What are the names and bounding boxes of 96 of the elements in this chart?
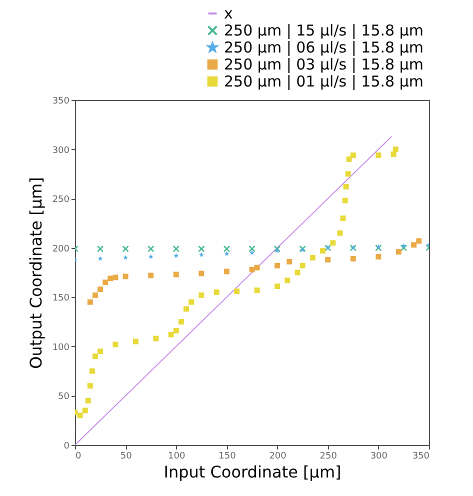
point [274, 284, 280, 290]
point [132, 338, 138, 344]
point [286, 258, 292, 264]
point [401, 243, 406, 248]
y-tick-label: 150 [52, 294, 70, 304]
x-tick-label: 150 [218, 452, 236, 462]
point [346, 156, 352, 162]
point [337, 230, 343, 236]
point [172, 245, 180, 252]
point [274, 245, 281, 252]
point [342, 198, 348, 204]
point [300, 262, 306, 268]
point [98, 256, 103, 261]
point [173, 272, 179, 278]
point [376, 254, 382, 260]
point [188, 299, 194, 305]
point [178, 319, 184, 325]
point [214, 289, 220, 295]
y-axis-title: Output Coordinate [µm] [26, 177, 46, 369]
point [92, 354, 98, 360]
y-tick-label: 300 [52, 146, 70, 156]
x-tick-label: 0 [76, 452, 82, 462]
x-tick-label: 200 [269, 452, 287, 462]
point [274, 248, 280, 254]
y-tick-label: 250 [52, 195, 70, 206]
point [87, 383, 93, 389]
legend-label: x [224, 4, 233, 22]
point [330, 240, 336, 246]
legend-label: 250 µm | 15 µl/s | 15.8 µm [224, 22, 424, 40]
x-tick-label: 350 [412, 452, 430, 462]
point [224, 251, 230, 256]
x-tick-label: 100 [168, 452, 186, 462]
point [148, 254, 154, 259]
point [249, 266, 255, 272]
point [345, 171, 351, 177]
point [254, 288, 260, 293]
point [254, 264, 260, 270]
point [224, 268, 230, 274]
point [396, 249, 402, 255]
point [411, 242, 417, 248]
point [284, 278, 290, 284]
point [102, 280, 108, 286]
point [376, 152, 382, 158]
point [416, 238, 422, 244]
point [310, 254, 316, 260]
point [274, 262, 280, 268]
point [223, 245, 230, 252]
point [340, 216, 346, 222]
point [198, 252, 204, 257]
point [198, 292, 204, 298]
point [198, 245, 205, 252]
point [173, 328, 179, 334]
y-tick-label: 350 [52, 96, 70, 106]
point [147, 245, 154, 252]
point [108, 276, 114, 282]
point [148, 272, 154, 278]
point [122, 245, 129, 252]
y-tick-label: 100 [52, 342, 70, 353]
x-tick-label: 250 [320, 452, 338, 462]
point [294, 270, 300, 276]
point [350, 256, 356, 262]
point [153, 336, 159, 342]
point [168, 332, 174, 338]
point [98, 286, 104, 292]
point [89, 368, 95, 374]
legend-label: 250 µm | 01 µl/s | 15.8 µm [224, 72, 424, 90]
y-tick-label: 200 [52, 244, 70, 254]
point [98, 348, 104, 354]
point [85, 398, 91, 404]
x-tick-label: 50 [120, 452, 132, 462]
legend-label: 250 µm | 03 µl/s | 15.8 µm [224, 56, 424, 74]
point [400, 244, 408, 252]
point [234, 288, 240, 294]
x-axis-title: Input Coordinate [µm] [164, 462, 342, 482]
point [112, 342, 118, 348]
y-tick-label: 50 [58, 392, 70, 402]
point [82, 408, 88, 414]
point [184, 306, 189, 312]
point [325, 256, 331, 262]
point [343, 184, 349, 190]
legend-label: 250 µm | 06 µl/s | 15.8 µm [224, 38, 424, 56]
point [112, 274, 118, 280]
point [320, 248, 326, 254]
point [392, 146, 398, 152]
point [122, 274, 128, 280]
point [87, 299, 93, 305]
point [198, 270, 204, 276]
point [77, 412, 83, 418]
y-tick-label: 0 [64, 442, 70, 452]
point [96, 245, 104, 252]
point [248, 245, 256, 252]
x-tick-label: 300 [370, 452, 388, 462]
point [174, 253, 179, 258]
point [390, 151, 396, 157]
point [92, 292, 98, 298]
point [350, 152, 356, 158]
